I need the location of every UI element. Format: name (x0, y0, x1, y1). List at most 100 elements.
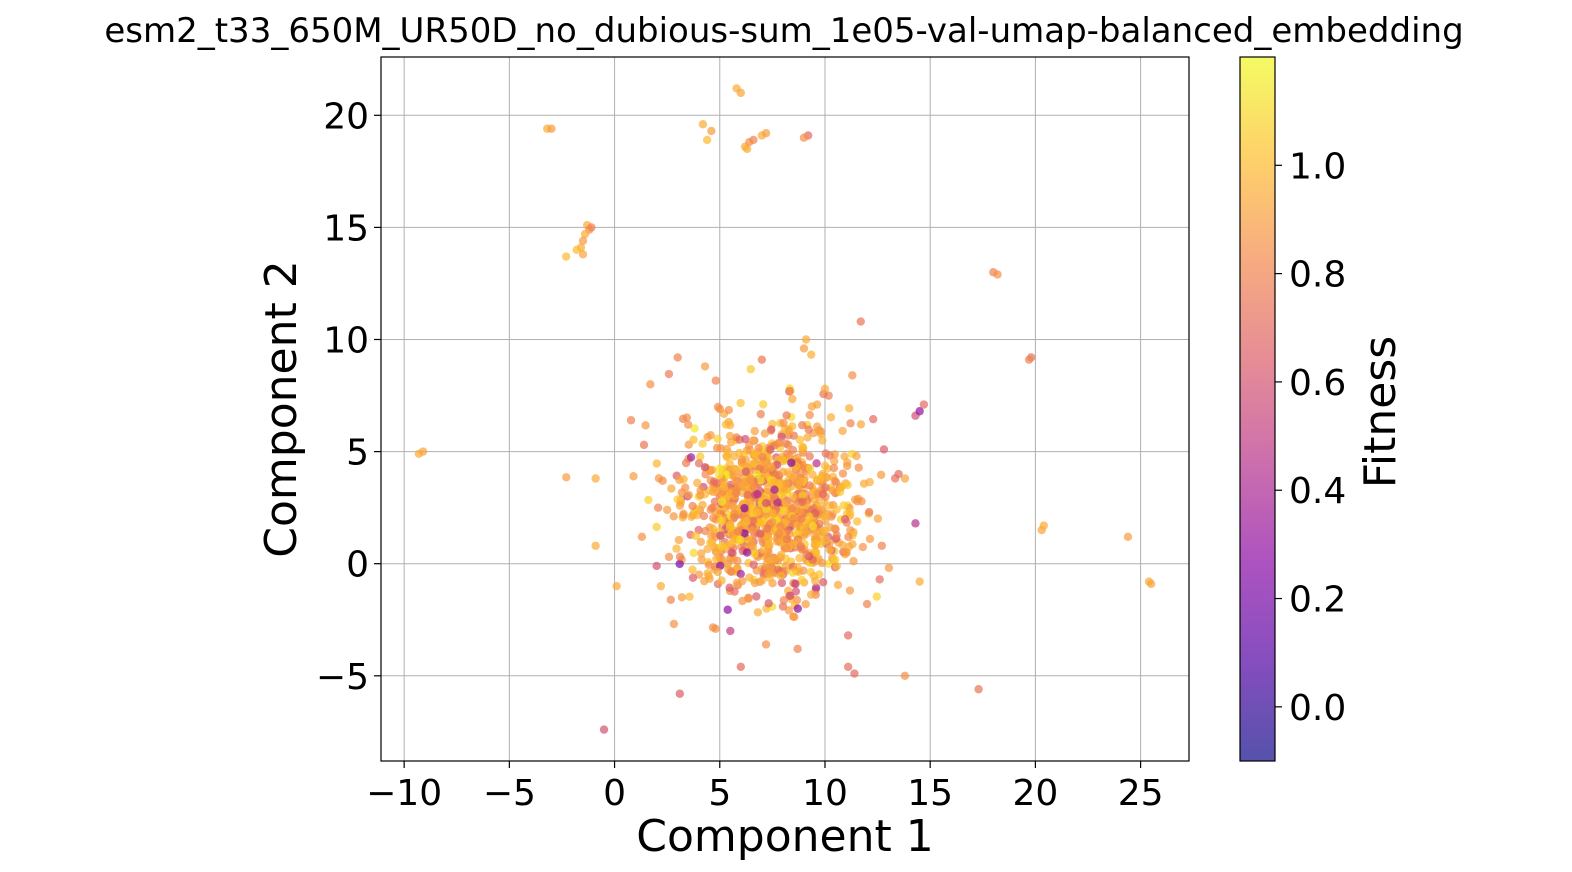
scatter-point (717, 576, 726, 585)
scatter-point (734, 527, 743, 536)
scatter-point (812, 422, 822, 431)
scatter-point (854, 494, 863, 504)
scatter-point (812, 459, 821, 468)
scatter-point (681, 483, 690, 492)
scatter-point (787, 458, 796, 468)
scatter-point (653, 503, 663, 512)
scatter-point (805, 464, 815, 473)
scatter-point (793, 644, 802, 654)
scatter-point (664, 552, 674, 562)
scatter-point (761, 498, 771, 508)
scatter-point (639, 440, 649, 450)
scatter-point (686, 453, 696, 462)
scatter-point (768, 508, 777, 518)
scatter-point (864, 507, 874, 517)
scatter-point (1024, 355, 1034, 364)
scatter-point (791, 587, 801, 596)
scatter-point (744, 594, 753, 604)
scatter-point (698, 439, 707, 448)
scatter-point (776, 522, 785, 531)
scatter-point (869, 414, 878, 424)
scatter-point (832, 562, 841, 571)
scatter-point (767, 425, 776, 434)
scatter-point (829, 463, 839, 473)
scatter-point (782, 543, 791, 553)
scatter-point (696, 452, 705, 461)
scatter-point (900, 671, 910, 681)
scatter-point (849, 557, 858, 566)
scatter-point (580, 229, 590, 239)
scatter-point (993, 270, 1002, 279)
scatter-point (578, 250, 588, 259)
scatter-point (818, 436, 827, 445)
scatter-point (974, 685, 983, 694)
scatter-point (911, 519, 920, 528)
scatter-point (591, 541, 600, 550)
scatter-point (736, 662, 746, 672)
scatter-point (795, 468, 805, 478)
scatter-point (805, 512, 814, 521)
scatter-point (770, 485, 779, 494)
scatter-point (692, 510, 702, 520)
scatter-point (823, 464, 832, 473)
scatter-point (840, 515, 850, 524)
scatter-point (872, 592, 881, 601)
scatter-point (877, 541, 886, 550)
scatter-point (725, 459, 734, 468)
scatter-point (781, 479, 791, 489)
scatter-point (900, 474, 910, 483)
scatter-point (666, 595, 675, 605)
y-axis-ticks: −5 0 5 10 15 20 (316, 96, 381, 698)
scatter-point (811, 548, 821, 557)
scatter-point (778, 602, 788, 611)
plot-frame (380, 56, 1190, 762)
scatter-point (675, 559, 684, 569)
scatter-point (737, 455, 747, 464)
scatter-point (748, 536, 757, 545)
scatter-point (788, 504, 797, 513)
scatter-point (711, 624, 720, 633)
scatter-point (757, 355, 767, 364)
scatter-point (726, 539, 735, 548)
scatter-point (782, 411, 791, 420)
scatter-point (775, 438, 784, 448)
scatter-point (793, 562, 802, 572)
scatter-point (789, 473, 799, 482)
colorbar (1240, 57, 1275, 761)
scatter-point (786, 386, 795, 396)
scatter-point (637, 532, 647, 541)
y-axis-label: Component 2 (256, 260, 307, 557)
scatter-point (848, 539, 857, 549)
scatter-point (764, 599, 773, 608)
scatter-point (848, 371, 857, 380)
scatter-point (875, 575, 884, 584)
scatter-point (782, 535, 792, 544)
scatter-point (713, 434, 722, 444)
scatter-point (737, 481, 746, 490)
scatter-point (731, 486, 741, 496)
data-points (414, 84, 1156, 734)
scatter-point (688, 565, 697, 574)
scatter-point (756, 529, 765, 538)
scatter-point (656, 581, 666, 591)
scatter-point (732, 578, 742, 588)
scatter-point (629, 472, 638, 481)
scatter-point (715, 404, 724, 414)
scatter-point (728, 501, 737, 511)
scatter-point (706, 431, 715, 440)
scatter-point (714, 470, 724, 480)
scatter-point (591, 474, 600, 483)
scatter-point (915, 577, 924, 586)
scatter-point (717, 497, 727, 506)
scatter-point (808, 522, 818, 531)
scatter-point (758, 576, 767, 585)
scatter-point (779, 455, 788, 464)
scatter-point (777, 578, 787, 588)
scatter-point (675, 475, 684, 485)
colorbar-tick-label: 0.4 (1289, 471, 1346, 512)
scatter-point (802, 550, 811, 559)
scatter-point (599, 725, 609, 734)
scatter-point (721, 420, 731, 429)
scatter-point (626, 416, 636, 425)
